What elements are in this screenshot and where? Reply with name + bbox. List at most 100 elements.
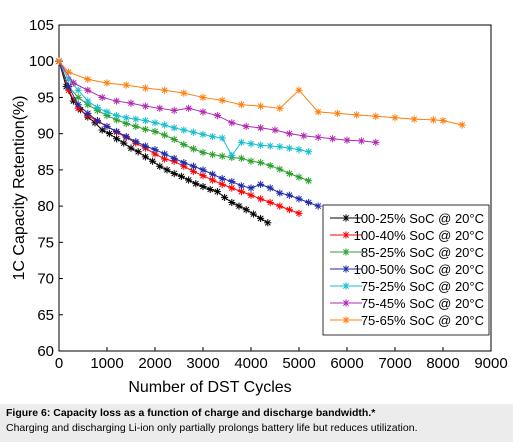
data-point — [170, 154, 178, 162]
data-point — [161, 150, 169, 158]
legend-marker — [342, 299, 350, 307]
data-point — [103, 122, 111, 131]
data-point — [103, 111, 111, 120]
data-point — [170, 169, 178, 178]
data-point — [65, 86, 73, 94]
data-point — [228, 119, 236, 127]
series-3 — [55, 57, 313, 185]
y-tick-label: 100 — [29, 53, 54, 70]
data-point — [285, 144, 293, 152]
data-point — [122, 114, 130, 122]
caption-title: Figure 6: Capacity loss as a function of… — [6, 407, 376, 419]
data-point — [221, 193, 229, 202]
legend-label: 85-25% SoC @ 20°C — [361, 245, 484, 260]
data-point — [218, 174, 226, 183]
caption-subtitle: Charging and discharging Li-ion only par… — [6, 422, 418, 434]
data-point — [357, 137, 365, 145]
x-tick-label: 0 — [55, 355, 63, 372]
data-point — [98, 93, 106, 102]
legend-label: 100-25% SoC @ 20°C — [354, 211, 484, 226]
data-point — [276, 202, 284, 210]
data-point — [74, 101, 82, 109]
series-6 — [55, 57, 380, 146]
data-point — [69, 97, 77, 105]
data-point — [257, 195, 265, 203]
x-tick-label: 3000 — [186, 355, 219, 372]
x-tick-label: 9000 — [474, 355, 507, 372]
data-point — [266, 142, 274, 150]
data-point — [180, 162, 188, 170]
data-point — [84, 75, 92, 83]
series-4 — [55, 57, 322, 210]
legend-item: 85-25% SoC @ 20°C — [330, 245, 484, 260]
data-point — [242, 206, 250, 214]
data-point — [55, 57, 63, 65]
data-point — [237, 154, 245, 162]
data-point — [189, 145, 197, 153]
data-point — [329, 135, 337, 143]
data-point — [228, 177, 236, 186]
legend-label: 100-50% SoC @ 20°C — [354, 262, 484, 277]
data-point — [161, 131, 169, 139]
data-point — [180, 126, 188, 134]
data-point — [429, 116, 437, 124]
data-point — [151, 146, 159, 154]
data-point — [74, 104, 82, 112]
data-point — [189, 167, 197, 175]
legend-item: 75-45% SoC @ 20°C — [330, 296, 484, 311]
data-point — [199, 93, 207, 102]
data-point — [209, 132, 217, 141]
series-7 — [55, 57, 466, 129]
data-point — [295, 173, 303, 181]
data-point — [185, 176, 193, 184]
data-point — [237, 101, 245, 109]
data-point — [209, 176, 217, 184]
data-point — [257, 159, 265, 167]
y-tick-label: 70 — [37, 271, 54, 288]
data-point — [149, 157, 157, 165]
legend-marker — [342, 316, 350, 324]
data-point — [84, 97, 92, 105]
data-point — [247, 191, 255, 199]
data-point — [132, 138, 140, 146]
data-point — [177, 172, 185, 181]
data-point — [242, 122, 250, 131]
data-point — [134, 148, 142, 156]
data-point — [84, 109, 92, 117]
series-line — [58, 61, 319, 207]
data-point — [141, 102, 149, 110]
data-point — [305, 148, 313, 156]
data-point — [237, 182, 245, 190]
data-point — [132, 115, 140, 123]
data-point — [218, 134, 226, 142]
legend-item: 100-25% SoC @ 20°C — [330, 211, 484, 226]
x-tick-label: 7000 — [378, 355, 411, 372]
data-point — [120, 139, 128, 147]
data-point — [170, 124, 178, 132]
x-axis-label: Number of DST Cycles — [128, 379, 291, 396]
data-point — [151, 119, 159, 127]
data-point — [237, 138, 245, 146]
series-5 — [55, 57, 313, 159]
data-point — [218, 180, 226, 188]
legend-marker — [342, 214, 350, 222]
data-point — [228, 198, 236, 207]
data-point — [199, 172, 207, 180]
x-tick-label: 2000 — [138, 355, 171, 372]
x-tick-label: 6000 — [330, 355, 363, 372]
legend-item: 75-25% SoC @ 20°C — [330, 279, 484, 294]
data-point — [285, 130, 293, 138]
caption: Figure 6: Capacity loss as a function of… — [0, 404, 513, 442]
data-point — [458, 121, 466, 129]
data-point — [343, 136, 351, 144]
data-point — [295, 195, 303, 203]
data-point — [257, 141, 265, 149]
data-point — [74, 86, 82, 94]
data-point — [122, 81, 130, 89]
data-point — [141, 153, 149, 161]
data-point — [228, 151, 236, 159]
data-point — [93, 103, 101, 112]
data-point — [235, 202, 243, 210]
data-point — [127, 99, 135, 107]
data-point — [439, 117, 447, 125]
